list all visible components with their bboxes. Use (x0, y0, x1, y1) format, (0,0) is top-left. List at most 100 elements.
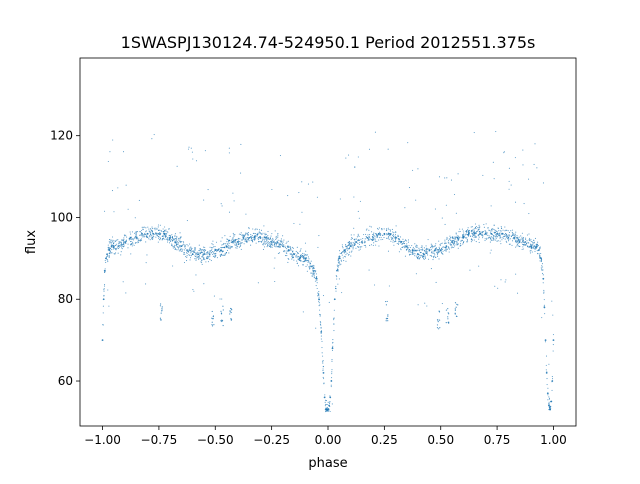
scatter-point (155, 234, 157, 236)
scatter-point (169, 237, 171, 239)
scatter-point (201, 249, 203, 251)
scatter-point (193, 290, 195, 292)
scatter-point (220, 250, 222, 252)
clump-point (385, 318, 387, 320)
clump-point (161, 307, 163, 309)
clump-point (386, 300, 388, 303)
data-point (322, 371, 325, 374)
scatter-point (223, 254, 225, 256)
scatter-point (358, 249, 360, 251)
scatter-point (514, 237, 516, 239)
scatter-point (250, 244, 252, 246)
scatter-point (530, 238, 532, 240)
scatter-point (275, 242, 277, 244)
scatter-point (493, 235, 495, 237)
scatter-point (445, 250, 447, 252)
scatter-point (537, 253, 539, 255)
scatter-point (539, 257, 541, 259)
scatter-point (237, 246, 239, 248)
scatter-point (285, 250, 287, 252)
scatter-point (270, 246, 272, 249)
scatter-point (465, 237, 467, 239)
scatter-point (378, 227, 380, 229)
scatter-point (364, 238, 366, 240)
scatter-point (331, 360, 333, 362)
scatter-point (488, 229, 490, 231)
scatter-point (457, 238, 459, 240)
scatter-point (341, 260, 343, 262)
scatter-point (238, 233, 240, 235)
scatter-point (418, 254, 421, 256)
scatter-point (475, 226, 477, 228)
scatter-point (415, 273, 417, 275)
scatter-point (104, 259, 106, 262)
scatter-point (547, 394, 549, 396)
scatter-point (457, 243, 460, 245)
scatter-point (407, 239, 410, 241)
scatter-point (416, 254, 418, 256)
scatter-point (183, 242, 185, 244)
clump-point (438, 328, 440, 330)
scatter-point (260, 229, 263, 231)
scatter-point (489, 230, 491, 232)
scatter-point (194, 258, 196, 260)
scatter-point (172, 247, 174, 249)
scatter-point (232, 237, 234, 239)
scatter-point (210, 250, 212, 252)
scatter-point (515, 235, 517, 237)
scatter-point (113, 211, 115, 213)
scatter-point (376, 235, 378, 237)
data-point (282, 245, 284, 247)
scatter-point (329, 401, 331, 403)
scatter-point (409, 247, 411, 249)
scatter-point (109, 250, 111, 252)
scatter-point (511, 244, 513, 246)
scatter-point (335, 287, 337, 289)
scatter-point (346, 249, 348, 251)
scatter-point (242, 234, 244, 236)
scatter-point (412, 169, 414, 171)
scatter-point (208, 253, 211, 255)
scatter-point (433, 252, 435, 254)
scatter-point (519, 240, 521, 242)
scatter-point (141, 232, 143, 234)
scatter-point (320, 335, 322, 337)
scatter-point (275, 237, 277, 239)
scatter-point (450, 247, 452, 249)
scatter-point (333, 319, 335, 321)
scatter-point (476, 230, 479, 232)
scatter-point (357, 239, 359, 241)
scatter-point (528, 233, 530, 235)
scatter-point (142, 234, 144, 236)
scatter-point (180, 249, 182, 251)
scatter-point (350, 245, 352, 247)
scatter-point (485, 231, 487, 233)
scatter-point (204, 253, 206, 255)
scatter-point (346, 246, 348, 248)
scatter-point (521, 236, 523, 238)
scatter-point (352, 247, 354, 249)
scatter-point (164, 226, 166, 228)
scatter-point (338, 255, 340, 257)
scatter-point (295, 250, 297, 253)
x-tick-label: −1.00 (84, 433, 121, 447)
scatter-point (218, 247, 220, 250)
scatter-point (176, 235, 178, 237)
scatter-point (506, 235, 508, 237)
scatter-point (214, 253, 216, 255)
scatter-point (275, 238, 277, 241)
scatter-point (516, 235, 518, 237)
scatter-point (231, 246, 233, 248)
scatter-point (445, 248, 447, 250)
scatter-point (485, 232, 487, 234)
scatter-point (279, 241, 281, 243)
scatter-point (264, 232, 266, 234)
scatter-point (500, 229, 502, 231)
scatter-point (478, 231, 480, 233)
scatter-point (513, 234, 515, 236)
scatter-point (159, 224, 161, 226)
scatter-point (287, 250, 289, 252)
scatter-point (444, 223, 446, 226)
scatter-point (529, 240, 531, 242)
